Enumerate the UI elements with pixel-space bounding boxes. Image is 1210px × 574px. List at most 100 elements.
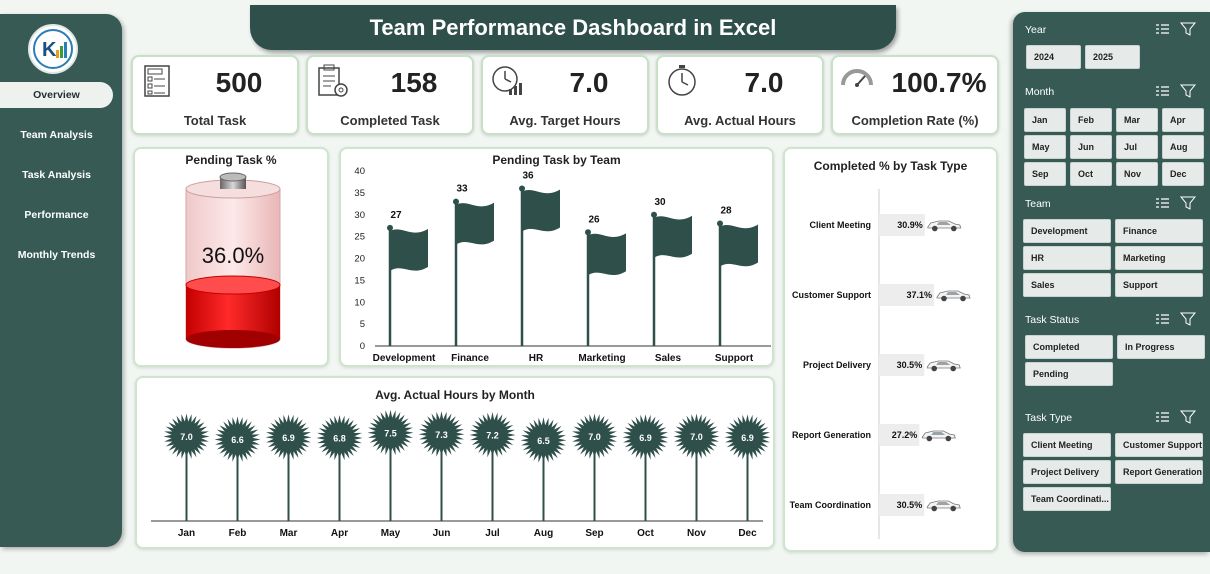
slicer-item-finance[interactable]: Finance (1115, 219, 1203, 243)
flag-pole-top (519, 185, 525, 192)
slicer-item-month[interactable]: Mar (1116, 108, 1158, 132)
data-label: 33 (456, 184, 468, 195)
y-tick-label: Client Meeting (809, 220, 871, 230)
team-flag-chart: 0 5 10 15 20 25 30 35 40 27 Development 33 Finance 36… (354, 166, 771, 364)
dashboard-title: Team Performance Dashboard in Excel (250, 5, 896, 50)
y-tick-label: 0 (360, 341, 365, 352)
x-tick-label: May (381, 528, 401, 539)
x-tick-label: Jun (433, 528, 451, 539)
month-panel: Avg. Actual Hours by Month 7.0 Jan 6.6 Feb 6… (135, 376, 775, 549)
x-tick-label: Sales (655, 353, 682, 364)
kpi-total-task: 500 Total Task (131, 55, 299, 135)
gauge-icon (841, 69, 873, 87)
x-tick-label: Aug (534, 528, 553, 539)
data-label: 28 (720, 206, 732, 217)
data-label: 37.1% (906, 290, 932, 300)
data-label: 6.9 (282, 433, 295, 443)
data-label: 7.0 (180, 432, 193, 442)
nav-team-analysis[interactable]: Team Analysis (20, 129, 93, 141)
slicer-item-month[interactable]: Jan (1024, 108, 1066, 132)
bar (879, 424, 920, 446)
slicer-title-team: Team (1025, 198, 1051, 210)
slicer-item-month[interactable]: Nov (1116, 162, 1158, 186)
slicer-item-hr[interactable]: HR (1023, 246, 1111, 270)
slicer-item-in-progress[interactable]: In Progress (1117, 335, 1205, 359)
clock-bars-icon (492, 66, 522, 95)
burst-marker (367, 409, 414, 456)
kpi-label: Completed Task (340, 113, 440, 128)
slicer-title-month: Month (1025, 86, 1055, 98)
burst-marker (214, 416, 261, 463)
slicer-item-customer-support[interactable]: Customer Support (1115, 433, 1203, 457)
slicer-item-2025[interactable]: 2025 (1085, 45, 1140, 69)
bar (879, 214, 925, 236)
nav-overview[interactable]: Overview (0, 82, 113, 108)
slicer-item-month[interactable]: May (1024, 135, 1066, 159)
slicer-item-month[interactable]: Feb (1070, 108, 1112, 132)
slicer-tools-icon[interactable] (1154, 22, 1198, 36)
x-tick-label: Jul (485, 528, 500, 539)
slicer-item-support[interactable]: Support (1115, 273, 1203, 297)
team-panel: Pending Task by Team 0 5 10 15 20 25 30 35 40 27 D… (339, 147, 774, 367)
slicer-item-pending[interactable]: Pending (1025, 362, 1113, 386)
slicer-item-completed[interactable]: Completed (1025, 335, 1113, 359)
slicer-tools-icon[interactable] (1154, 196, 1198, 210)
data-label: 30.5% (897, 500, 923, 510)
burst-marker (520, 417, 567, 464)
slicer-panel: Year 2024 2025 Month Jan Feb Mar Apr May Jun J… (1013, 12, 1210, 552)
y-tick-label: Team Coordination (790, 500, 871, 510)
x-tick-label: Marketing (578, 353, 625, 364)
slicer-item-report-generation[interactable]: Report Generation (1115, 460, 1203, 484)
slicer-item-month[interactable]: Jul (1116, 135, 1158, 159)
nav-monthly-trends[interactable]: Monthly Trends (17, 249, 96, 261)
battery-fill-top (185, 275, 281, 295)
data-label: 7.2 (486, 431, 499, 441)
data-label: 27.2% (892, 430, 918, 440)
panel-title: Avg. Actual Hours by Month (375, 388, 535, 402)
flag-bar (390, 228, 428, 271)
car-icon (927, 220, 962, 232)
slicer-item-month[interactable]: Dec (1162, 162, 1204, 186)
car-icon (921, 430, 956, 442)
flag-bar (720, 224, 758, 267)
slicer-item-client-meeting[interactable]: Client Meeting (1023, 433, 1111, 457)
y-tick-label: Report Generation (792, 430, 871, 440)
task-type-panel: Completed % by Task Type Client Meeting 3… (783, 147, 998, 552)
flag-pole-top (387, 224, 393, 231)
flag-bar (588, 233, 626, 276)
bar (879, 354, 925, 376)
slicer-item-month[interactable]: Sep (1024, 162, 1066, 186)
bar (879, 284, 934, 306)
y-tick-label: 25 (354, 232, 365, 243)
slicer-item-month[interactable]: Jun (1070, 135, 1112, 159)
pending-task-panel: Pending Task % 36.0% (133, 147, 329, 367)
y-tick-label: 40 (354, 166, 365, 177)
data-label: 36 (522, 171, 534, 182)
car-icon (926, 360, 961, 372)
data-label: 30.9% (897, 220, 923, 230)
slicer-item-month[interactable]: Oct (1070, 162, 1112, 186)
burst-marker (724, 414, 771, 461)
pending-battery-chart: 36.0% (185, 172, 281, 349)
flag-pole-top (585, 229, 591, 236)
data-label: 6.9 (741, 433, 754, 443)
slicer-tools-icon[interactable] (1154, 410, 1198, 424)
slicer-item-marketing[interactable]: Marketing (1115, 246, 1203, 270)
logo-icon: K (33, 29, 73, 69)
slicer-item-2024[interactable]: 2024 (1026, 45, 1081, 69)
flag-pole-top (651, 211, 657, 218)
x-tick-label: Jan (178, 528, 195, 539)
slicer-item-development[interactable]: Development (1023, 219, 1111, 243)
flag-bar (456, 202, 494, 245)
nav-task-analysis[interactable]: Task Analysis (22, 169, 91, 181)
panel-title: Completed % by Task Type (813, 159, 968, 173)
slicer-item-sales[interactable]: Sales (1023, 273, 1111, 297)
slicer-item-month[interactable]: Apr (1162, 108, 1204, 132)
slicer-item-project-delivery[interactable]: Project Delivery (1023, 460, 1111, 484)
slicer-tools-icon[interactable] (1154, 312, 1198, 326)
slicer-tools-icon[interactable] (1154, 84, 1198, 98)
kpi-label: Completion Rate (%) (851, 113, 979, 128)
nav-performance[interactable]: Performance (24, 209, 89, 221)
slicer-item-team-coordination[interactable]: Team Coordinati... (1023, 487, 1111, 511)
slicer-item-month[interactable]: Aug (1162, 135, 1204, 159)
